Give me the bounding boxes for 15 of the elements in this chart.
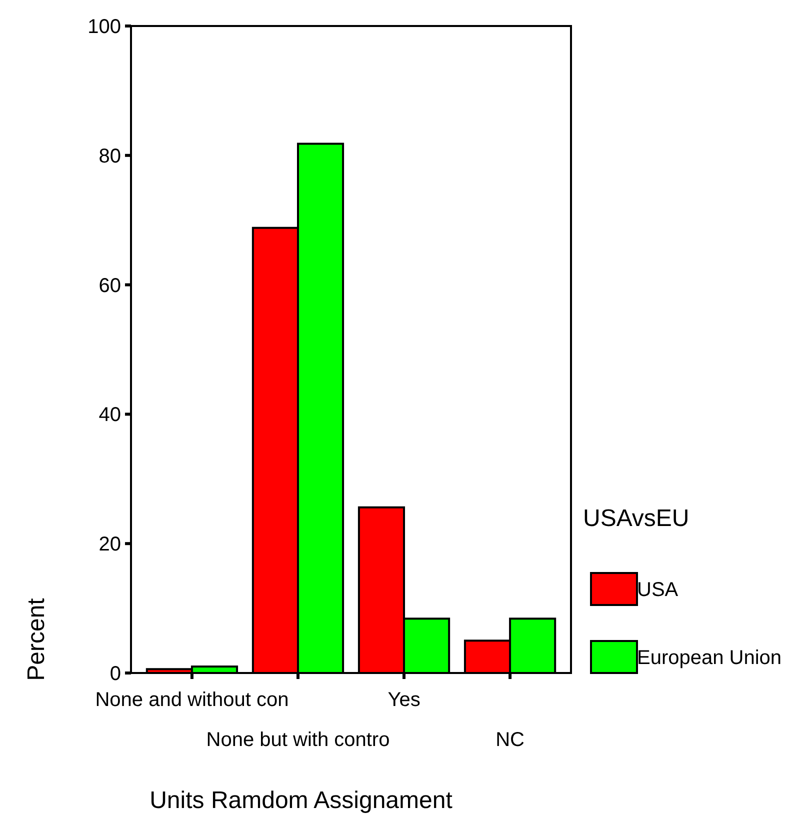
- x-axis-title: Units Ramdom Assignament: [150, 787, 453, 814]
- x-tick-label: Yes: [388, 689, 420, 711]
- y-tick-label: 100: [88, 16, 121, 38]
- x-tick-label: None and without con: [95, 689, 289, 711]
- legend-label: USA: [637, 579, 679, 601]
- x-tick-label: NC: [496, 729, 524, 751]
- y-tick-label: 40: [98, 404, 121, 426]
- y-tick-label: 80: [98, 145, 121, 168]
- y-tick-label: 20: [98, 534, 121, 556]
- y-tick-label: 60: [98, 274, 121, 297]
- legend-label: European Union: [637, 647, 782, 669]
- x-tick-label: None but with contro: [206, 729, 390, 751]
- y-tick-label: 0: [110, 663, 121, 685]
- y-axis-title: Percent: [23, 598, 50, 681]
- legend-title: USAvsEU: [583, 505, 690, 532]
